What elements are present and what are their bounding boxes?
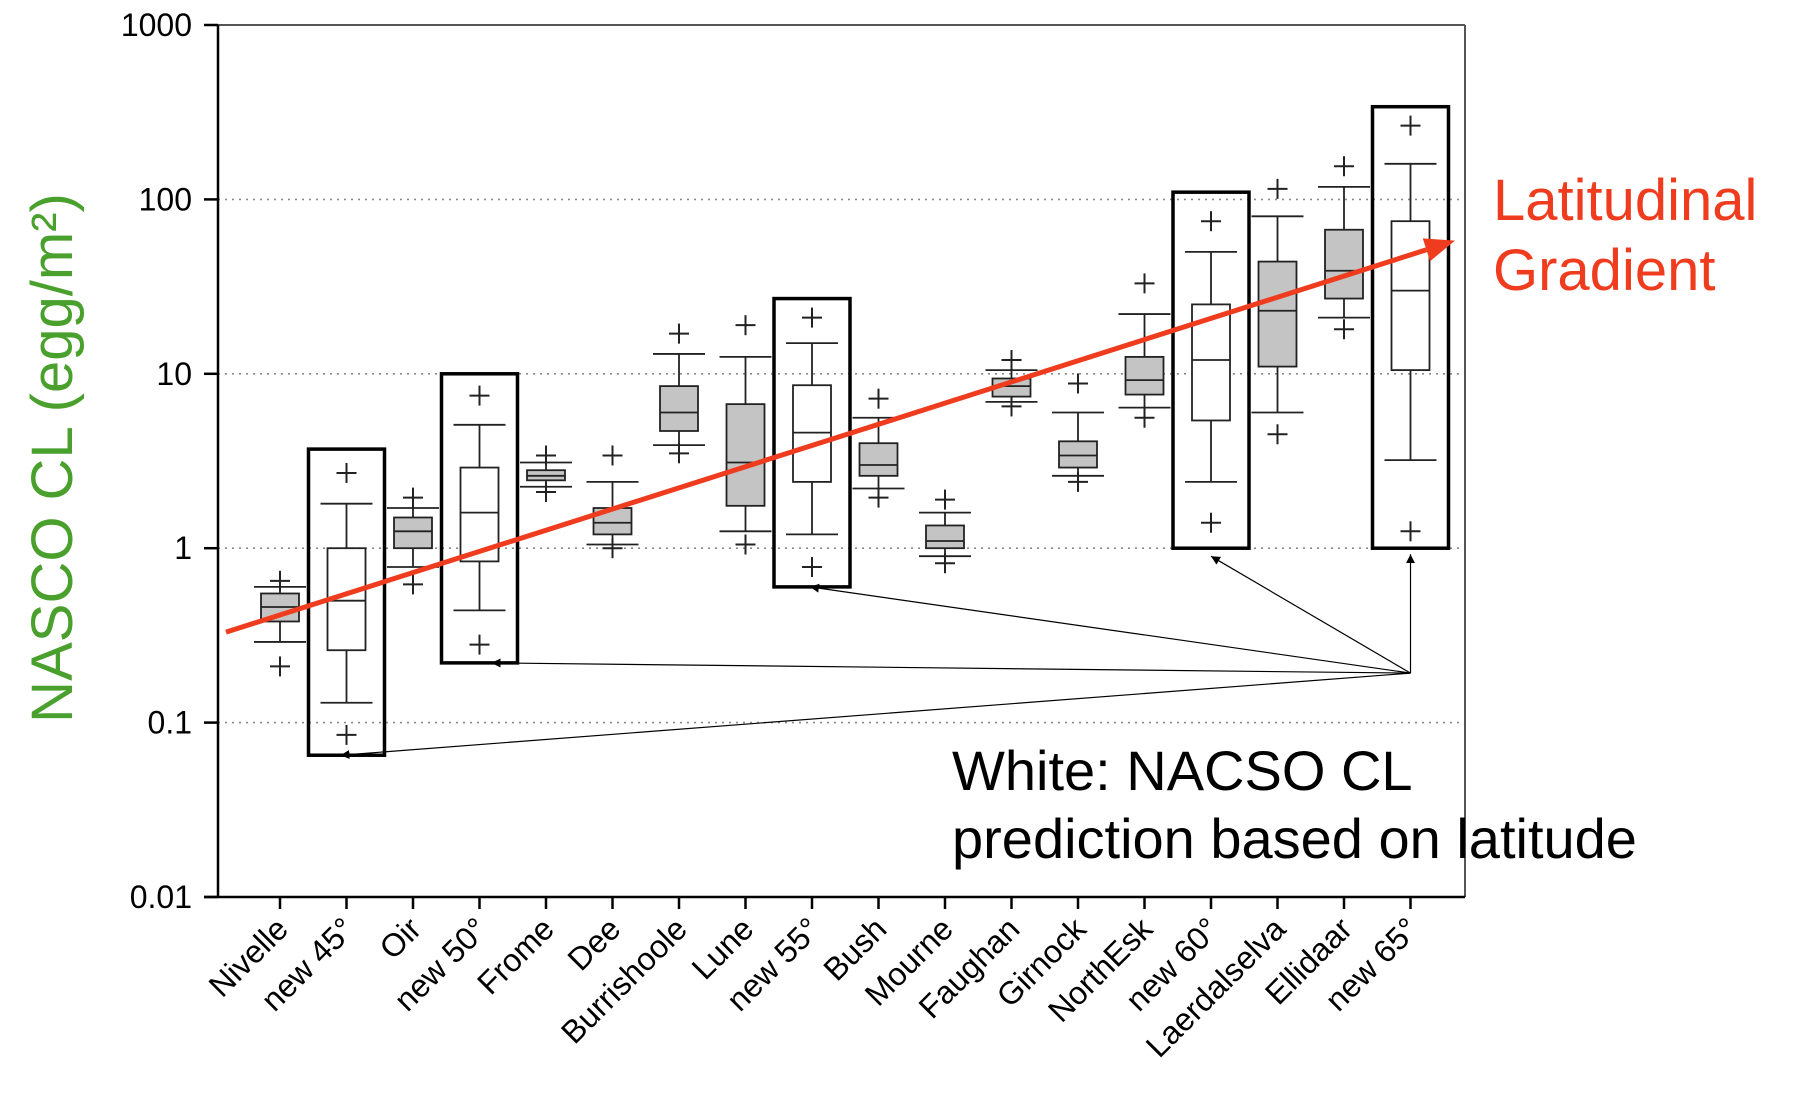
pointer-layer bbox=[340, 554, 1415, 760]
box-prediction bbox=[453, 385, 506, 655]
gradient-label: Latitudinal bbox=[1493, 168, 1757, 233]
x-tick-label: Burrishoole bbox=[554, 910, 694, 1050]
box-iqr bbox=[1390, 220, 1431, 372]
outlier-point bbox=[1334, 319, 1354, 340]
prediction-note: White: NACSO CL bbox=[952, 739, 1413, 802]
outlier-point bbox=[935, 553, 955, 574]
box-iqr bbox=[393, 516, 433, 550]
box-observed bbox=[520, 445, 572, 503]
prediction-note: prediction based on latitude bbox=[952, 807, 1637, 870]
pointer-arrow bbox=[809, 583, 1411, 674]
outlier-point bbox=[1068, 373, 1088, 394]
highlight-layer bbox=[306, 104, 1451, 757]
gradient-label: Gradient bbox=[1493, 238, 1715, 303]
y-axis-label: NASCO CL (egg/m²) bbox=[20, 193, 85, 723]
outlier-point bbox=[735, 315, 756, 336]
outlier-point bbox=[669, 443, 689, 464]
outlier-point bbox=[270, 570, 290, 591]
outlier-point bbox=[403, 487, 423, 508]
y-tick-label: 100 bbox=[139, 181, 192, 217]
x-tick-label: Frome bbox=[470, 910, 561, 1001]
outlier-point bbox=[336, 724, 357, 745]
latitudinal-gradient-line bbox=[225, 247, 1428, 635]
box-observed bbox=[1318, 156, 1370, 340]
outlier-point bbox=[1001, 349, 1022, 370]
outlier-point bbox=[868, 388, 889, 409]
box-layer bbox=[254, 115, 1437, 745]
pointer-arrow bbox=[1210, 555, 1411, 674]
box-iqr bbox=[925, 524, 965, 550]
outlier-point bbox=[1134, 273, 1155, 294]
y-tick-label: 1000 bbox=[121, 7, 192, 43]
outlier-point bbox=[868, 487, 889, 508]
outlier-point bbox=[1201, 211, 1221, 232]
outlier-point bbox=[735, 534, 756, 555]
prediction-highlight-frame bbox=[1370, 104, 1451, 550]
box-observed bbox=[1118, 273, 1171, 428]
box-prediction bbox=[320, 462, 373, 745]
outlier-point bbox=[1068, 471, 1088, 492]
y-tick-label: 0.01 bbox=[130, 879, 192, 915]
outlier-point bbox=[1201, 512, 1221, 533]
box-observed bbox=[852, 388, 905, 508]
outlier-point bbox=[669, 323, 689, 344]
outlier-point bbox=[469, 385, 490, 406]
prediction-highlight-frame bbox=[1171, 190, 1251, 550]
outlier-point bbox=[802, 557, 822, 578]
box-prediction bbox=[786, 307, 838, 578]
outlier-point bbox=[1334, 156, 1354, 177]
box-observed bbox=[1052, 373, 1104, 492]
outlier-point bbox=[602, 445, 623, 466]
x-tick-label: Oir bbox=[372, 910, 428, 966]
box-observed bbox=[254, 570, 306, 677]
outlier-point bbox=[1134, 407, 1155, 428]
y-tick-label: 1 bbox=[174, 530, 192, 566]
outlier-point bbox=[602, 538, 623, 559]
latitudinal-gradient-arrowhead bbox=[1422, 238, 1455, 262]
box-observed bbox=[719, 315, 772, 555]
outlier-point bbox=[336, 462, 357, 483]
outlier-point bbox=[1400, 521, 1421, 542]
box-iqr bbox=[725, 403, 766, 507]
box-prediction bbox=[1185, 211, 1237, 533]
y-tick-label: 10 bbox=[156, 356, 192, 392]
outlier-point bbox=[536, 482, 556, 503]
outlier-point bbox=[802, 307, 822, 328]
box-iqr bbox=[792, 384, 832, 483]
y-tick-label: 0.1 bbox=[148, 705, 192, 741]
grid-layer bbox=[218, 198, 1465, 724]
outlier-point bbox=[1267, 178, 1288, 199]
box-prediction bbox=[1384, 115, 1437, 542]
outlier-point bbox=[270, 656, 290, 677]
box-iqr bbox=[1058, 440, 1098, 469]
box-iqr bbox=[1324, 228, 1364, 300]
outlier-point bbox=[469, 634, 490, 655]
outlier-point bbox=[1001, 396, 1022, 417]
box-iqr bbox=[659, 385, 699, 432]
box-observed bbox=[1251, 178, 1304, 445]
outlier-point bbox=[1267, 424, 1288, 445]
outlier-point bbox=[935, 489, 955, 510]
outlier-point bbox=[1400, 115, 1421, 136]
pointer-arrow bbox=[340, 672, 1411, 760]
prediction-highlight-frame bbox=[439, 372, 520, 665]
trend-layer bbox=[225, 238, 1455, 635]
box-iqr bbox=[1124, 355, 1165, 396]
box-iqr bbox=[1257, 260, 1298, 368]
outlier-point bbox=[536, 445, 556, 466]
outlier-point bbox=[403, 574, 423, 595]
plot-frame bbox=[204, 23, 1466, 909]
box-observed bbox=[919, 489, 971, 574]
box-observed bbox=[653, 323, 705, 464]
box-iqr bbox=[858, 442, 899, 477]
pointer-arrow bbox=[491, 658, 1411, 674]
